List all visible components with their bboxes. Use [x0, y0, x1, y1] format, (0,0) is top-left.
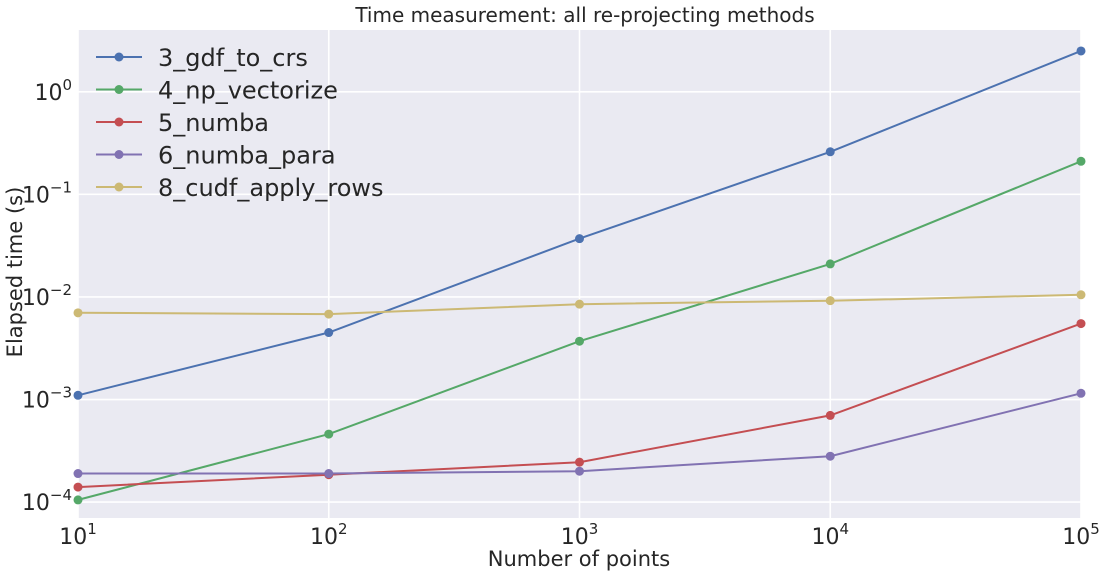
legend-marker-6_numba_para [114, 150, 124, 159]
y-tick-label: 100 [34, 76, 72, 106]
y-tick-label: 10−1 [22, 178, 72, 208]
data-point-3_gdf_to_crs [825, 147, 835, 157]
data-point-6_numba_para [825, 451, 835, 461]
data-point-3_gdf_to_crs [1076, 46, 1086, 56]
data-point-4_np_vectorize [575, 336, 584, 346]
legend-marker-3_gdf_to_crs [114, 52, 124, 62]
data-point-8_cudf_apply_rows [575, 299, 584, 309]
legend-label-4_np_vectorize: 4_np_vectorize [158, 77, 338, 105]
legend: 3_gdf_to_crs 4_np_vectorize 5_numba 6_numba… [96, 44, 384, 202]
legend-label-5_numba: 5_numba [158, 109, 269, 137]
x-axis-title: Number of points [488, 547, 670, 571]
x-tick-label: 104 [811, 520, 849, 550]
data-point-6_numba_para [324, 469, 334, 479]
chart-title: Time measurement: all re-projecting meth… [354, 3, 814, 27]
grid-lines [77, 30, 1082, 518]
x-axis-ticks: 101 102 103 104 105 [59, 520, 1100, 550]
x-tick-label: 102 [310, 520, 348, 550]
legend-label-8_cudf_apply_rows: 8_cudf_apply_rows [158, 174, 384, 202]
x-tick-label: 105 [1062, 520, 1100, 550]
legend-marker-8_cudf_apply_rows [114, 182, 124, 192]
legend-marker-4_np_vectorize [114, 85, 124, 94]
data-point-8_cudf_apply_rows [73, 308, 83, 318]
y-axis-ticks: 10−4 10−3 10−2 10−1 100 [22, 76, 72, 516]
data-point-5_numba [575, 457, 584, 467]
y-tick-label: 10−3 [22, 384, 72, 414]
data-point-5_numba [73, 482, 83, 492]
data-point-4_np_vectorize [324, 429, 334, 439]
data-point-6_numba_para [73, 469, 83, 479]
legend-label-6_numba_para: 6_numba_para [158, 142, 336, 170]
legend-label-3_gdf_to_crs: 3_gdf_to_crs [158, 44, 308, 72]
data-point-8_cudf_apply_rows [324, 309, 334, 319]
y-tick-label: 10−4 [22, 486, 72, 516]
data-point-4_np_vectorize [1076, 156, 1086, 166]
data-point-5_numba [825, 410, 835, 420]
data-point-6_numba_para [1076, 388, 1086, 398]
legend-marker-5_numba [114, 117, 124, 127]
x-tick-label: 103 [561, 520, 599, 550]
data-point-5_numba [1076, 319, 1086, 329]
data-point-8_cudf_apply_rows [1076, 290, 1086, 300]
y-axis-title: Elapsed time (s) [3, 187, 27, 358]
data-point-8_cudf_apply_rows [825, 296, 835, 306]
series-markers [73, 46, 1086, 505]
data-point-4_np_vectorize [73, 495, 83, 505]
data-point-6_numba_para [575, 466, 584, 476]
data-point-3_gdf_to_crs [324, 328, 334, 338]
data-point-3_gdf_to_crs [73, 390, 83, 400]
y-tick-label: 10−2 [22, 281, 72, 311]
data-point-3_gdf_to_crs [575, 234, 584, 244]
x-tick-label: 101 [59, 520, 97, 550]
data-point-4_np_vectorize [825, 259, 835, 269]
